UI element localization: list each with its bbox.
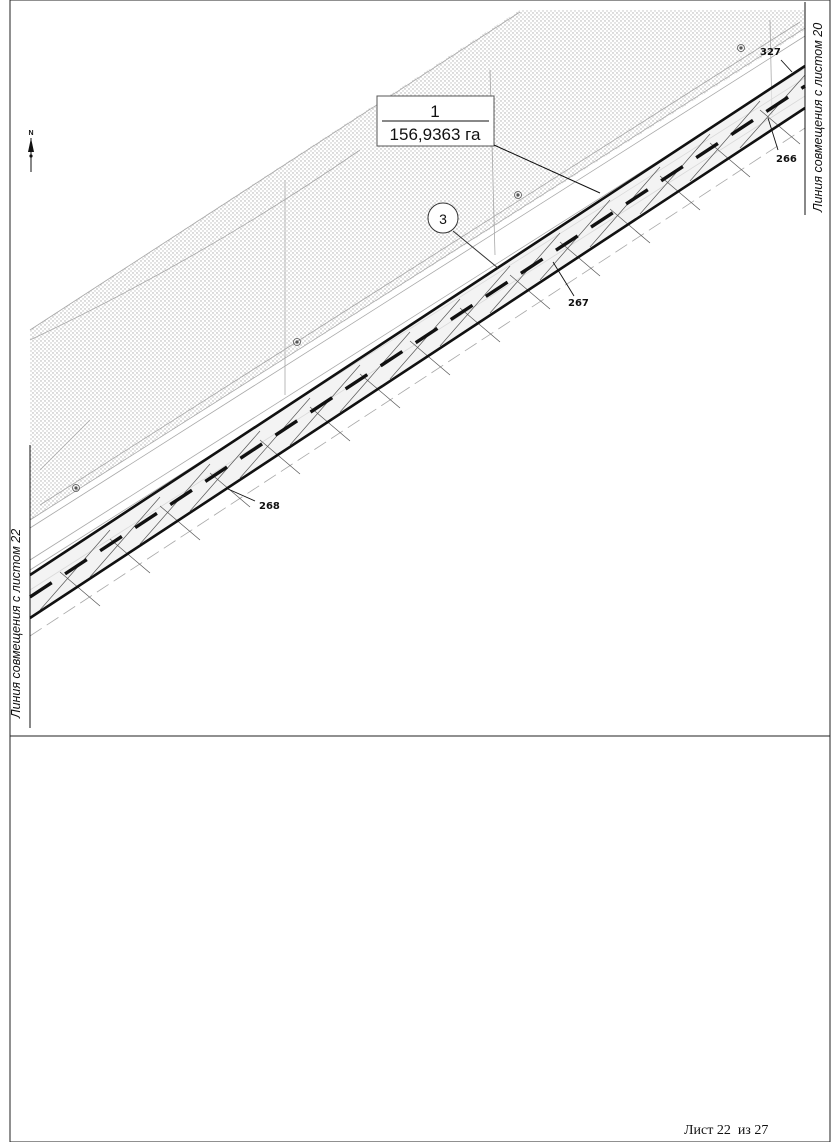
match-line-right-label: Линия совмещения с листом 20 (811, 23, 825, 213)
sheet-frame (9, 0, 831, 1142)
point-327: 327 (760, 47, 781, 58)
match-line-right: Линия совмещения с листом 20 (804, 2, 825, 215)
point-267: 267 (568, 298, 589, 309)
parcel-number: 1 (430, 102, 439, 121)
zone-marker-label: 3 (439, 211, 447, 227)
point-266: 266 (776, 154, 797, 165)
corridor-centerline (29, 84, 806, 599)
corridor-boundary-upper (29, 64, 806, 577)
match-line-left-label: Линия совмещения с листом 22 (9, 529, 23, 719)
background-lines (29, 11, 806, 637)
zone-marker: 3 (427, 202, 499, 269)
sheet-number: Лист 22 из 27 (684, 1123, 769, 1138)
point-268: 268 (259, 501, 280, 512)
corridor-hatching (39, 74, 806, 611)
map-symbols (72, 44, 745, 492)
north-arrow: N (28, 130, 34, 172)
parcel-area: 156,9363 га (390, 125, 481, 144)
point-labels: 327 266 267 268 (227, 47, 797, 512)
corridor-boundary-lower (29, 106, 806, 620)
match-line-left: Линия совмещения с листом 22 (9, 445, 31, 728)
parcel-label: 1 156,9363 га (376, 95, 601, 194)
north-label: N (28, 130, 33, 137)
